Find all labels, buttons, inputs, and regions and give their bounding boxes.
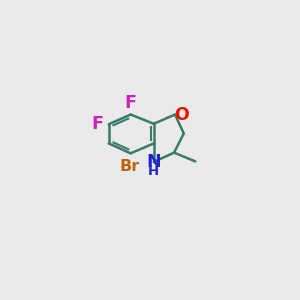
Text: N: N: [146, 153, 161, 171]
Text: F: F: [92, 115, 103, 133]
Text: O: O: [174, 106, 189, 124]
Text: F: F: [125, 94, 136, 112]
Text: Br: Br: [119, 159, 140, 174]
Text: H: H: [148, 165, 159, 178]
